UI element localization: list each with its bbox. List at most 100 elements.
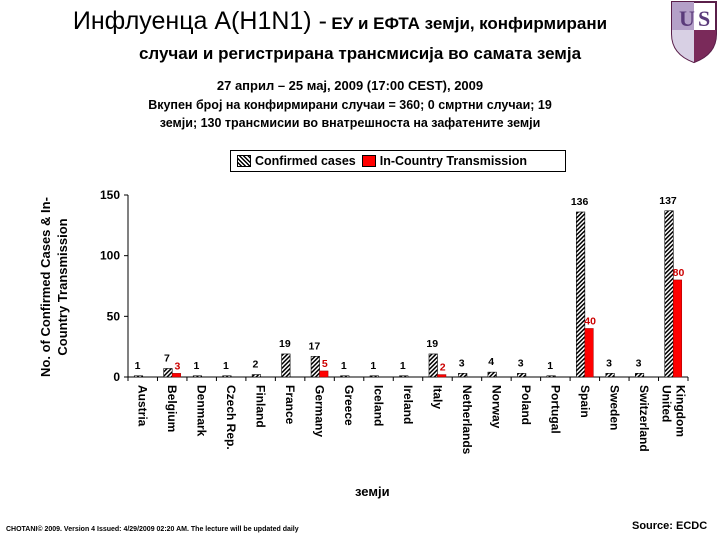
data-label-confirmed: 2 <box>252 359 258 371</box>
chart-subtitle-totals: Вкупен број на конфирмирани случаи = 360… <box>148 98 552 112</box>
bar-confirmed <box>251 374 261 378</box>
legend-label-transmission: In-Country Transmission <box>379 154 527 168</box>
data-label-confirmed: 3 <box>636 357 642 369</box>
x-tick-label: Belgium <box>165 385 179 432</box>
svg-text:U: U <box>679 6 695 31</box>
bar-confirmed <box>428 353 438 378</box>
x-tick-label-line: Norway <box>489 385 503 429</box>
x-tick-label-line: United <box>659 385 673 422</box>
data-label-confirmed: 1 <box>400 360 406 372</box>
data-label-confirmed: 19 <box>426 338 438 350</box>
x-tick-label-line: Spain <box>578 385 592 418</box>
title-part3: конфирмирани <box>479 14 608 33</box>
bar-confirmed <box>664 210 674 378</box>
x-tick-label: Germany <box>313 385 327 437</box>
y-tick-label: 0 <box>113 370 120 384</box>
bar-confirmed <box>605 373 615 378</box>
bar-confirmed <box>517 373 527 378</box>
x-tick-label: Netherlands <box>460 385 474 455</box>
x-tick-label: UnitedKingdom <box>659 385 687 437</box>
bar-confirmed <box>487 371 497 378</box>
x-tick-label: Ireland <box>401 385 415 424</box>
bar-confirmed <box>369 375 379 378</box>
x-tick-label: Greece <box>342 385 356 426</box>
data-label-confirmed: 3 <box>459 357 465 369</box>
x-tick-label: Austria <box>136 385 150 427</box>
x-tick-label-line: Italy <box>430 385 444 409</box>
chart-subtitle-dates: 27 април – 25 мај, 2009 (17:00 CEST), 20… <box>216 78 484 93</box>
bar-transmission <box>319 370 329 378</box>
y-tick-label: 100 <box>100 249 120 263</box>
slide-title-line1: Инфлуенца А(H1N1) - ЕУ и ЕФТА земји, кон… <box>0 6 680 40</box>
x-tick-label-line: Greece <box>342 385 356 426</box>
x-tick-label: Iceland <box>372 385 386 426</box>
legend-label-confirmed: Confirmed cases <box>255 154 356 168</box>
x-tick-label-line: Czech Rep. <box>224 385 238 450</box>
data-label-confirmed: 1 <box>135 360 141 372</box>
chart-legend: Confirmed cases In-Country Transmission <box>230 150 566 172</box>
data-label-transmission: 3 <box>175 360 181 372</box>
x-tick-label-line: Germany <box>313 385 327 437</box>
data-label-confirmed: 1 <box>341 360 347 372</box>
x-tick-label: Finland <box>254 385 268 428</box>
y-tick-label: 150 <box>100 188 120 202</box>
legend-swatch-transmission <box>361 155 376 167</box>
x-tick-label-line: Poland <box>519 385 533 425</box>
data-label-confirmed: 137 <box>659 195 677 207</box>
x-tick-label: Poland <box>519 385 533 425</box>
x-tick-label-line: Ireland <box>401 385 415 424</box>
data-label-confirmed: 1 <box>370 360 376 372</box>
x-tick-label: Spain <box>578 385 592 418</box>
x-tick-label-line: Iceland <box>372 385 386 426</box>
bar-confirmed <box>133 375 144 378</box>
x-tick-label-line: France <box>283 385 297 425</box>
data-label-confirmed: 1 <box>194 360 200 372</box>
data-label-confirmed: 7 <box>164 353 170 365</box>
bar-confirmed <box>163 368 173 378</box>
data-label-transmission: 2 <box>440 362 446 374</box>
copyright-footer: CHOTANI© 2009. Version 4 Issued: 4/29/20… <box>6 526 299 533</box>
title-part2: ЕУ и ЕФТА земји, <box>331 14 475 33</box>
data-label-confirmed: 1 <box>223 360 229 372</box>
bar-confirmed <box>222 375 232 378</box>
bar-confirmed <box>458 373 468 378</box>
x-tick-label: Italy <box>430 385 444 409</box>
legend-swatch-confirmed <box>237 155 251 167</box>
x-tick-label-line: Denmark <box>195 385 209 437</box>
bar-transmission <box>584 328 594 378</box>
x-tick-label: Switzerland <box>637 385 651 452</box>
x-tick-label-line: Portugal <box>548 385 562 434</box>
title-main: Инфлуенца А(H1N1) - <box>72 7 327 35</box>
data-label-confirmed: 136 <box>571 196 589 208</box>
svg-text:S: S <box>698 6 710 31</box>
bar-confirmed <box>192 375 202 378</box>
bar-confirmed <box>281 353 291 378</box>
data-label-confirmed: 4 <box>488 356 494 368</box>
y-tick-label: 50 <box>107 309 121 323</box>
data-label-confirmed: 17 <box>308 340 320 352</box>
bar-confirmed <box>310 356 320 378</box>
bar-transmission <box>673 279 683 378</box>
data-label-confirmed: 1 <box>547 360 553 372</box>
slide-title-line2: случаи и регистрирана трансмисија во сам… <box>138 44 582 63</box>
data-label-transmission: 80 <box>673 267 685 279</box>
data-label-transmission: 5 <box>322 358 328 370</box>
data-label-confirmed: 3 <box>606 357 612 369</box>
x-tick-label-line: Finland <box>254 385 268 428</box>
bar-transmission <box>437 374 447 378</box>
x-tick-label: Denmark <box>195 385 209 437</box>
bar-confirmed <box>340 375 350 378</box>
x-tick-label-line: Kingdom <box>673 385 687 437</box>
source-footer: Source: ECDC <box>632 520 708 532</box>
x-tick-label: Sweden <box>607 385 621 430</box>
data-label-transmission: 40 <box>584 315 596 327</box>
bar-confirmed <box>634 373 645 378</box>
x-tick-label-line: Switzerland <box>637 385 651 452</box>
x-tick-label: France <box>283 385 297 425</box>
x-axis-title: земји <box>355 484 390 499</box>
bar-confirmed <box>576 211 586 378</box>
x-tick-label-line: Belgium <box>165 385 179 432</box>
bar-transmission <box>171 373 181 378</box>
x-tick-label-line: Sweden <box>607 385 621 430</box>
